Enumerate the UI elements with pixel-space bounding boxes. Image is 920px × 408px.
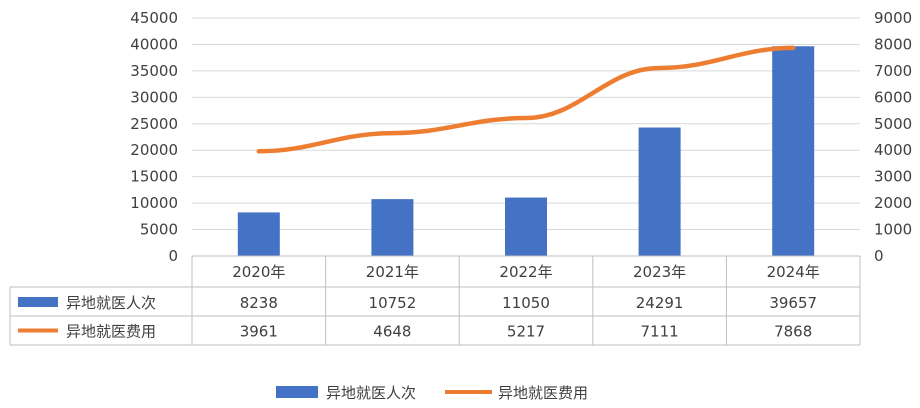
left-tick-label: 15000 — [130, 168, 178, 186]
table-cell-value: 8238 — [240, 294, 278, 312]
left-tick-label: 25000 — [130, 115, 178, 133]
gridlines — [192, 17, 860, 231]
right-tick-label: 8000 — [874, 35, 912, 53]
table-cell-value: 7868 — [774, 323, 812, 341]
right-y-axis: 0 1000 2000 3000 4000 5000 6000 7000 8000 9000 — [874, 9, 912, 265]
table-cell-value: 4648 — [373, 323, 411, 341]
right-tick-label: 1000 — [874, 221, 912, 239]
category-label: 2022年 — [499, 263, 552, 281]
line-series — [256, 45, 796, 154]
line-point — [391, 132, 393, 134]
line-point — [258, 150, 260, 152]
right-tick-label: 3000 — [874, 168, 912, 186]
right-tick-label: 4000 — [874, 141, 912, 159]
table-cell-value: 5217 — [507, 323, 545, 341]
left-tick-label: 0 — [168, 247, 178, 265]
table-cell-value: 11050 — [502, 294, 550, 312]
line-point — [525, 117, 527, 119]
bar — [638, 127, 681, 256]
left-y-axis: 0 5000 10000 15000 20000 25000 30000 35000 40000… — [130, 9, 178, 265]
bar — [772, 46, 815, 257]
bar — [505, 197, 547, 256]
left-tick-label: 20000 — [130, 141, 178, 159]
series-row-label: 异地就医费用 — [66, 323, 156, 341]
right-tick-label: 7000 — [874, 62, 912, 80]
left-tick-label: 45000 — [130, 9, 178, 27]
left-tick-label: 10000 — [130, 194, 178, 212]
category-label: 2024年 — [767, 263, 820, 281]
bar-series — [237, 46, 815, 257]
left-tick-label: 35000 — [130, 62, 178, 80]
table-cell-value: 39657 — [769, 294, 817, 312]
left-tick-label: 5000 — [140, 221, 178, 239]
legend: 异地就医人次 异地就医费用 — [276, 384, 588, 402]
table-cell-value: 7111 — [641, 323, 679, 341]
right-tick-label: 5000 — [874, 115, 912, 133]
legend-label: 异地就医人次 — [326, 384, 416, 402]
line-point — [659, 67, 661, 69]
right-tick-label: 6000 — [874, 88, 912, 106]
category-label: 2023年 — [633, 263, 686, 281]
line-path — [256, 45, 796, 154]
table-key-bar — [18, 297, 58, 307]
legend-swatch-bar — [276, 386, 318, 398]
legend-label: 异地就医费用 — [498, 384, 588, 402]
table-cell-value: 3961 — [240, 323, 278, 341]
bar — [237, 212, 280, 256]
category-label: 2020年 — [232, 263, 285, 281]
left-tick-label: 30000 — [130, 88, 178, 106]
series-row-label: 异地就医人次 — [66, 294, 156, 312]
category-label: 2021年 — [366, 263, 419, 281]
table-cell-value: 10752 — [369, 294, 417, 312]
table-cell-value: 24291 — [636, 294, 684, 312]
bar — [371, 199, 414, 256]
right-tick-label: 9000 — [874, 9, 912, 27]
right-tick-label: 2000 — [874, 194, 912, 212]
right-tick-label: 0 — [874, 247, 884, 265]
left-tick-label: 40000 — [130, 35, 178, 53]
line-point — [792, 47, 794, 49]
